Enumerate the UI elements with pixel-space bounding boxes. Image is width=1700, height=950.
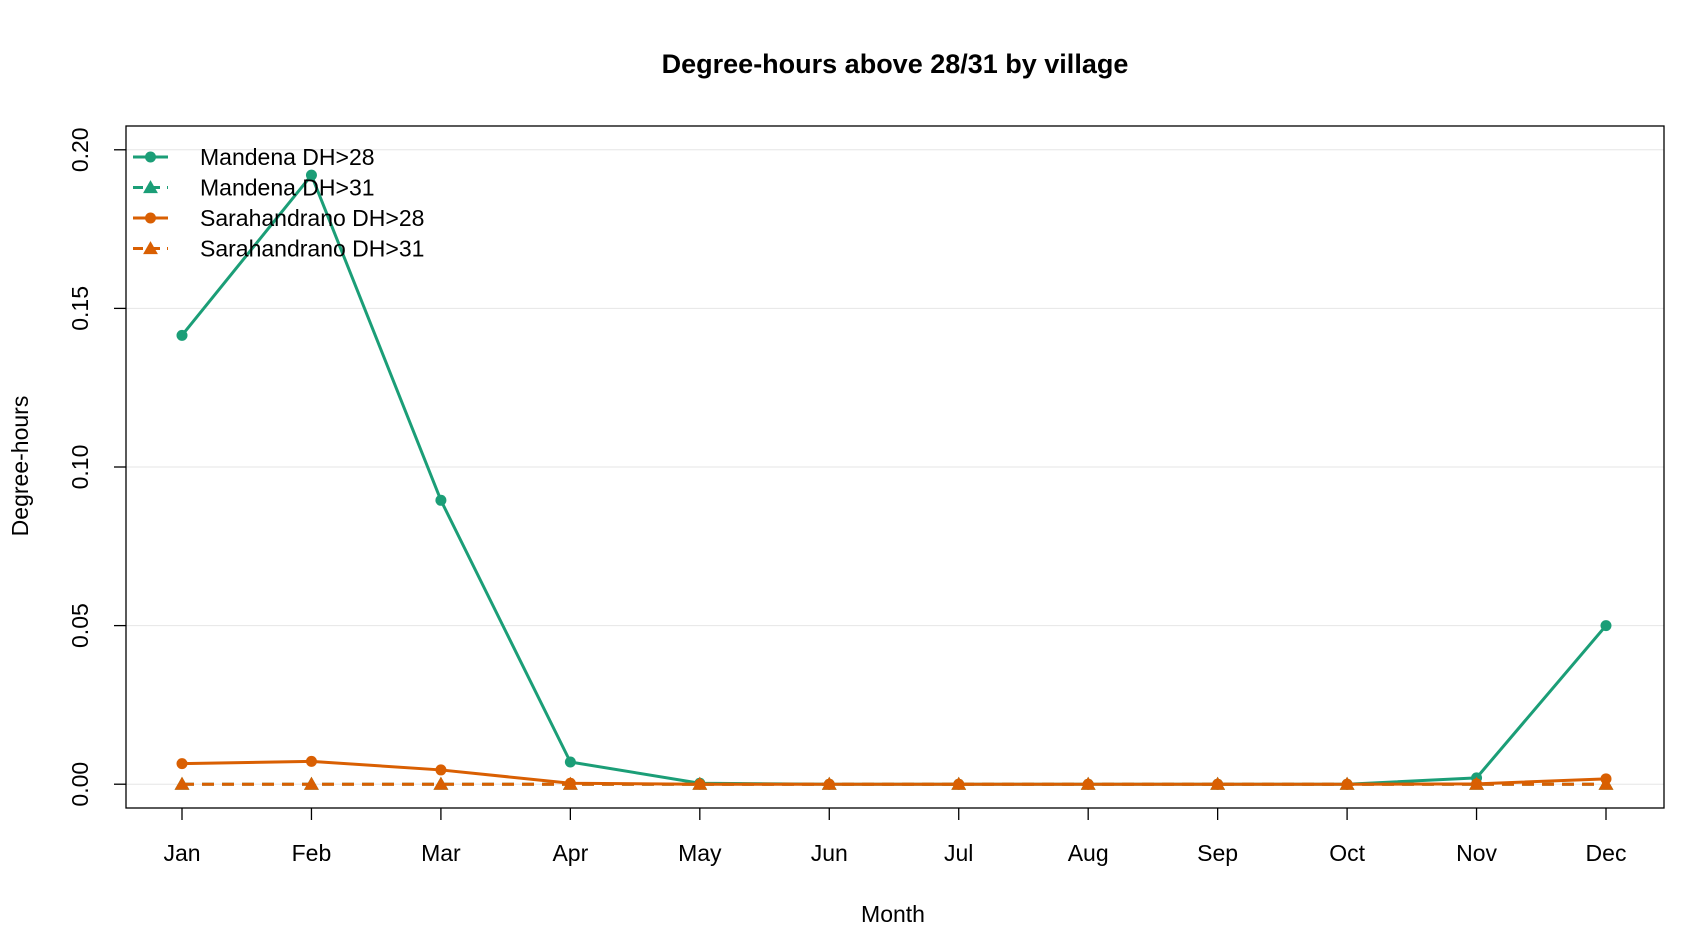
data-point <box>1080 776 1096 790</box>
data-point <box>435 494 447 506</box>
legend-marker <box>145 151 156 163</box>
x-tick-label: May <box>678 840 722 866</box>
legend-marker <box>143 241 158 255</box>
data-point <box>176 329 188 341</box>
data-point <box>1600 620 1612 632</box>
data-point <box>821 776 837 790</box>
y-tick-label: 0.00 <box>67 762 93 807</box>
legend-marker <box>143 180 158 194</box>
data-point <box>174 776 190 790</box>
chart-title: Degree-hours above 28/31 by village <box>662 49 1129 79</box>
x-tick-label: Sep <box>1197 840 1238 866</box>
x-tick-label: Oct <box>1329 840 1365 866</box>
legend-item: Mandena DH>28 <box>133 144 375 170</box>
data-point <box>564 756 576 768</box>
x-tick-label: Mar <box>421 840 461 866</box>
x-tick-label: Jul <box>944 840 973 866</box>
series-lines <box>174 169 1614 790</box>
y-axis-label: Degree-hours <box>7 396 33 537</box>
data-point <box>692 776 708 790</box>
legend-item: Sarahandrano DH>28 <box>133 205 424 231</box>
data-point <box>435 764 447 776</box>
data-point <box>304 776 319 790</box>
legend-label: Sarahandrano DH>28 <box>200 205 424 231</box>
y-tick-label: 0.15 <box>67 286 93 331</box>
x-tick-label: Jun <box>811 840 848 866</box>
data-point <box>176 758 188 770</box>
legend-item: Mandena DH>31 <box>133 175 375 201</box>
x-tick-label: Aug <box>1068 840 1109 866</box>
x-tick-label: Feb <box>292 840 332 866</box>
x-tick-label: Dec <box>1586 840 1627 866</box>
data-point <box>1210 776 1226 790</box>
y-tick-label: 0.20 <box>67 127 93 172</box>
x-tick-label: Apr <box>552 840 588 866</box>
legend-item: Sarahandrano DH>31 <box>133 236 424 262</box>
data-point <box>305 169 317 181</box>
data-point <box>433 776 449 790</box>
y-tick-label: 0.10 <box>67 445 93 490</box>
x-axis-label: Month <box>861 901 925 927</box>
data-point <box>305 755 317 767</box>
y-tick-label: 0.05 <box>67 603 93 648</box>
legend-marker <box>145 212 156 224</box>
axes: 0.00 0.05 0.10 0.15 0.20 Jan Feb Mar Apr May Jun Ju… <box>67 125 1665 866</box>
data-point <box>1339 776 1355 790</box>
legend: Mandena DH>28 Mandena DH>31 Sarahandrano D… <box>133 144 424 262</box>
legend-label: Mandena DH>28 <box>200 144 375 170</box>
series-3 <box>174 776 1614 790</box>
x-tick-label: Nov <box>1456 840 1497 866</box>
x-tick-label: Jan <box>163 840 200 866</box>
legend-label: Sarahandrano DH>31 <box>200 236 424 262</box>
data-point <box>1598 776 1614 790</box>
data-point <box>951 776 967 790</box>
data-point <box>1469 776 1484 790</box>
data-point <box>562 776 578 790</box>
legend-label: Mandena DH>31 <box>200 175 375 201</box>
